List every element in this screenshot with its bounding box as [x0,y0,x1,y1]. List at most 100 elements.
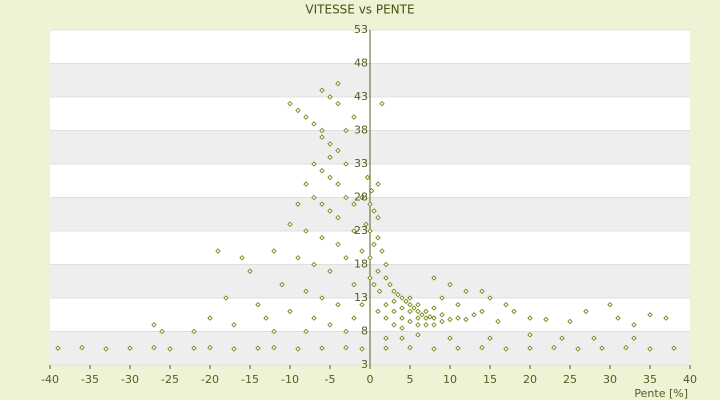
point [415,322,421,328]
x-tick-label: 35 [643,373,657,386]
point [231,322,237,328]
point [407,308,413,315]
point [447,316,453,323]
point [335,101,341,107]
point [335,214,341,221]
x-tick-label: 40 [683,373,697,386]
point [343,328,349,335]
point [367,255,373,261]
point [407,302,413,308]
y-tick-label: 38 [354,124,368,137]
point [447,281,453,288]
x-tick-label: -25 [161,373,179,386]
point [427,314,433,320]
point [455,345,461,351]
point [387,281,393,288]
point [383,345,389,351]
y-tick-label: 43 [354,90,368,103]
point [335,80,341,87]
point [431,275,437,281]
point [327,322,333,328]
point [327,174,333,181]
point [271,328,277,335]
point [379,248,385,254]
point [287,101,293,107]
x-tick-label: -15 [241,373,259,386]
x-tick-label: 0 [367,373,374,386]
point [223,295,229,301]
point [479,288,485,294]
point [415,315,421,321]
x-tick-label: -10 [281,373,299,386]
point [471,312,477,318]
point [351,281,357,288]
point [415,332,421,338]
point [527,332,533,338]
point [127,345,133,351]
point [487,335,493,341]
point [364,174,371,181]
x-tick-label: 25 [563,373,577,386]
x-tick-label: -5 [325,373,336,386]
point [367,228,373,234]
point [479,344,485,351]
point [551,344,557,351]
point [367,275,373,281]
point [495,318,501,325]
point [359,346,365,352]
point [319,201,325,207]
point [319,127,325,134]
point [303,228,309,234]
point [663,315,669,321]
point [399,325,405,331]
point [671,345,677,351]
point [327,208,333,214]
point [335,302,341,308]
point [647,346,653,352]
point [463,288,469,294]
point [591,335,597,341]
point [231,346,237,352]
point [215,248,221,254]
y-tick-label: 28 [354,191,368,204]
point [631,322,637,328]
point [399,335,405,341]
x-tick-label: 10 [443,373,457,386]
point [383,261,389,268]
point [343,127,349,134]
point [383,302,389,308]
point [207,344,213,351]
point [399,295,405,301]
point [207,315,213,321]
point [151,322,157,328]
point [431,322,437,328]
point [295,255,301,261]
y-tick-label: 18 [354,258,368,271]
point [319,235,325,241]
point [479,308,485,315]
point [391,298,397,305]
point [311,315,317,321]
point [403,298,409,305]
point [287,221,293,227]
point [55,345,61,351]
point [351,201,357,207]
point [167,346,173,352]
point [279,281,285,288]
point [391,308,397,315]
point [343,344,349,351]
point [415,308,421,315]
point [151,344,157,351]
y-tick-label: 48 [354,57,368,70]
point [311,161,317,167]
point [159,328,165,335]
point [391,288,397,294]
point [303,328,309,335]
point [371,208,377,214]
point [371,241,377,248]
point [439,318,445,325]
point [287,308,293,315]
point [631,335,637,341]
point [455,302,461,308]
